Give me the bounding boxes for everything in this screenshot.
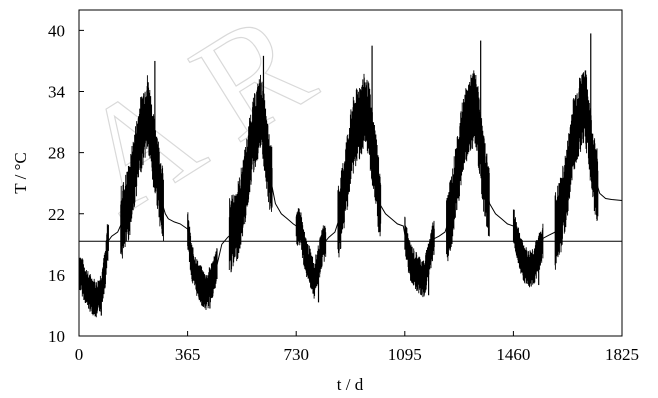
plot-frame (78, 9, 623, 337)
x-ticks: 0 365 730 1095 1460 1825 (75, 331, 639, 364)
y-tick-label: 16 (48, 266, 65, 285)
series-layer (78, 33, 623, 318)
y-ticks: 10 16 22 28 34 40 (48, 21, 84, 346)
y-tick-label: 28 (48, 144, 65, 163)
y-axis-label: T / °C (11, 152, 30, 193)
x-tick-label: 1825 (605, 345, 639, 364)
y-tick-label: 10 (48, 327, 65, 346)
x-tick-label: 0 (75, 345, 84, 364)
watermark-text: A R (49, 0, 338, 245)
y-tick-label: 40 (48, 21, 65, 40)
x-tick-label: 1460 (496, 345, 530, 364)
series-temperature-fluctuation (78, 70, 623, 318)
x-tick-label: 1095 (388, 345, 422, 364)
x-tick-label: 730 (283, 345, 309, 364)
x-axis-label: t / d (337, 375, 364, 394)
y-tick-label: 22 (48, 205, 65, 224)
y-tick-label: 34 (48, 83, 66, 102)
x-tick-label: 365 (175, 345, 201, 364)
plot-area: 0 365 730 1095 1460 1825 10 16 22 28 34 40 (48, 9, 639, 364)
